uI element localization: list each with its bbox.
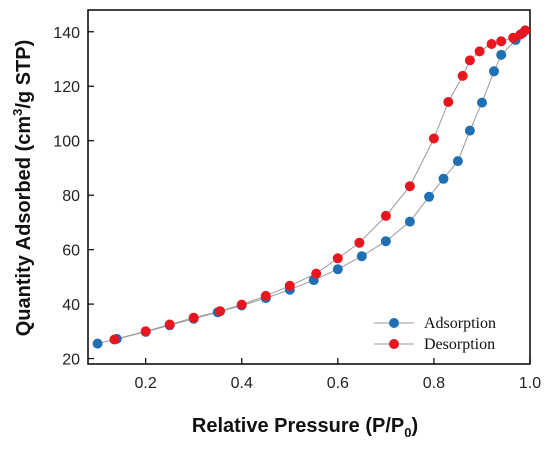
point-desorption (284, 280, 295, 291)
point-adsorption (452, 156, 463, 167)
point-desorption (260, 290, 271, 301)
x-tick-label: 0.6 (327, 375, 349, 392)
point-desorption (140, 326, 151, 337)
point-desorption (354, 237, 365, 248)
point-adsorption (489, 66, 499, 77)
y-axis-ticks: 20 40 60 80 100 120 140 (53, 25, 94, 369)
point-adsorption (92, 338, 103, 349)
point-desorption (464, 55, 475, 66)
x-axis-ticks: 0.2 0.4 0.6 0.8 1.0 (135, 358, 541, 392)
point-adsorption (496, 49, 507, 60)
x-tick-label: 0.2 (135, 375, 157, 392)
y-tick-label: 100 (53, 134, 80, 151)
point-desorption (188, 312, 199, 323)
series-layer (92, 25, 531, 349)
point-adsorption (404, 216, 415, 227)
y-tick-label: 140 (53, 25, 80, 42)
legend-label-desorption: Desorption (424, 336, 495, 353)
x-axis-title: Relative Pressure (P/P0) (192, 415, 418, 440)
point-desorption (164, 319, 175, 330)
point-adsorption (424, 191, 435, 202)
plot-frame (87, 9, 531, 365)
legend-marker-desorption (389, 339, 399, 349)
y-tick-label: 60 (62, 243, 80, 260)
point-adsorption (438, 173, 449, 184)
point-desorption (311, 268, 322, 279)
point-adsorption (380, 236, 391, 247)
y-tick-label: 40 (62, 297, 80, 314)
y-tick-label: 20 (62, 352, 80, 369)
point-adsorption (477, 97, 487, 108)
point-adsorption (464, 125, 475, 136)
point-desorption (404, 181, 415, 192)
point-desorption (443, 97, 454, 107)
point-desorption (496, 36, 507, 47)
legend: Adsorption Desorption (374, 315, 496, 353)
y-tick-label: 80 (62, 188, 80, 205)
point-adsorption (332, 264, 343, 275)
point-desorption (486, 39, 497, 49)
x-tick-label: 0.8 (423, 375, 445, 392)
point-desorption (215, 306, 226, 317)
legend-item-adsorption: Adsorption (374, 315, 496, 332)
legend-item-desorption: Desorption (374, 336, 495, 353)
point-desorption (474, 46, 485, 57)
point-adsorption (356, 251, 367, 262)
y-axis-title: Quantity Adsorbed (cm3/g STP) (10, 40, 35, 337)
series-line-adsorption (97, 32, 524, 345)
point-desorption (428, 133, 439, 144)
legend-marker-adsorption (389, 318, 399, 328)
point-desorption (109, 334, 120, 345)
y-tick-label: 120 (53, 79, 80, 96)
point-desorption (236, 299, 247, 310)
x-tick-label: 0.4 (231, 375, 253, 392)
legend-label-adsorption: Adsorption (424, 315, 496, 332)
point-desorption (457, 70, 468, 81)
x-tick-label: 1.0 (519, 375, 541, 392)
point-desorption (380, 210, 391, 221)
point-desorption (520, 25, 531, 36)
point-desorption (332, 253, 343, 264)
